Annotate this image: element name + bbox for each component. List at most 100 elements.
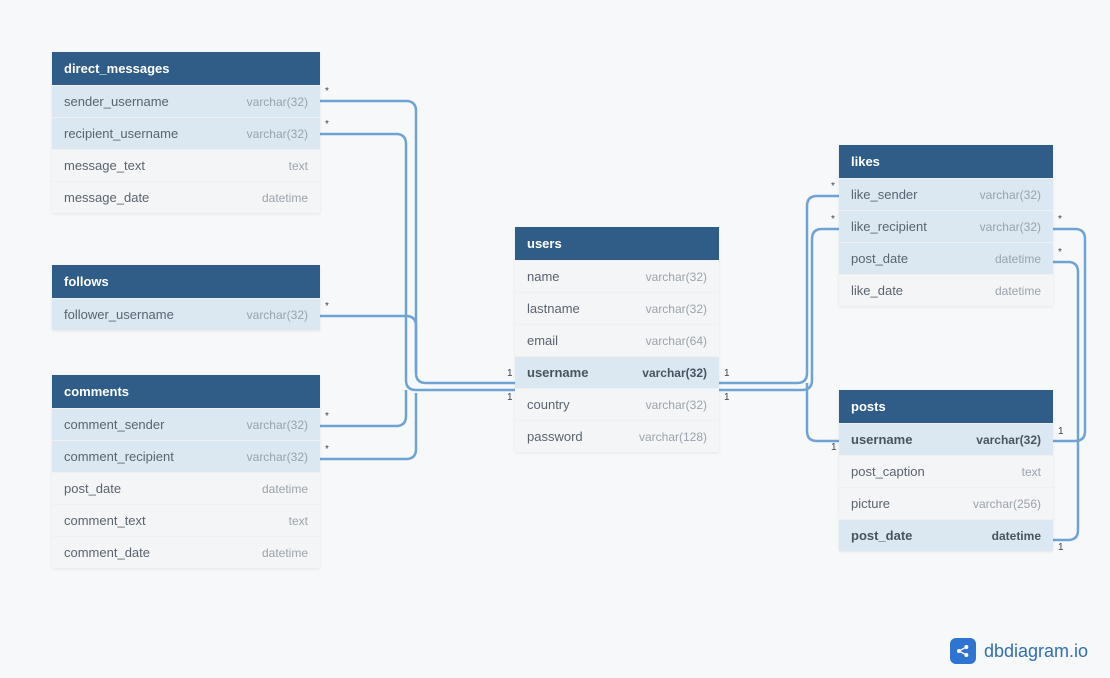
column-name: username <box>527 365 588 380</box>
column-row[interactable]: comment_text text <box>52 504 320 536</box>
column-type: datetime <box>995 252 1041 266</box>
column-row[interactable]: comment_sender varchar(32) <box>52 408 320 440</box>
column-row[interactable]: passwordvarchar(128) <box>515 420 719 452</box>
column-row[interactable]: post_captiontext <box>839 455 1053 487</box>
relationship-edge <box>320 316 416 373</box>
cardinality-label: * <box>1058 247 1062 258</box>
cardinality-label: * <box>831 181 835 192</box>
table-header[interactable]: users <box>515 227 719 260</box>
column-row[interactable]: post_date datetime <box>52 472 320 504</box>
column-row[interactable]: like_recipient varchar(32) <box>839 210 1053 242</box>
column-row[interactable]: recipient_usernamevarchar(32) <box>52 117 320 149</box>
column-row[interactable]: username varchar(32) <box>839 423 1053 455</box>
cardinality-label: * <box>325 119 329 130</box>
column-name: like_recipient <box>851 219 927 234</box>
column-type: varchar(32) <box>646 302 707 316</box>
column-row[interactable]: post_date datetime <box>839 242 1053 274</box>
column-type: datetime <box>992 529 1041 543</box>
column-name: username <box>851 432 912 447</box>
column-type: varchar(32) <box>976 433 1041 447</box>
column-name: follower_username <box>64 307 174 322</box>
column-row[interactable]: email varchar(64) <box>515 324 719 356</box>
relationship-edge <box>1053 262 1078 540</box>
relationship-edge <box>320 101 515 383</box>
column-row[interactable]: message_text text <box>52 149 320 181</box>
table-header[interactable]: direct_messages <box>52 52 320 85</box>
column-type: text <box>289 514 308 528</box>
table-header[interactable]: posts <box>839 390 1053 423</box>
column-type: varchar(32) <box>642 366 707 380</box>
column-row[interactable]: sender_usernamevarchar(32) <box>52 85 320 117</box>
column-name: comment_sender <box>64 417 164 432</box>
table-likes[interactable]: likeslike_sendervarchar(32)like_recipien… <box>839 145 1053 306</box>
column-row[interactable]: namevarchar(32) <box>515 260 719 292</box>
column-row[interactable]: like_date datetime <box>839 274 1053 306</box>
cardinality-label: 1 <box>507 392 513 403</box>
column-name: post_date <box>851 251 908 266</box>
column-name: lastname <box>527 301 580 316</box>
column-name: email <box>527 333 558 348</box>
column-name: sender_username <box>64 94 169 109</box>
column-type: varchar(32) <box>247 450 308 464</box>
table-comments[interactable]: commentscomment_sendervarchar(32)comment… <box>52 375 320 568</box>
share-icon <box>950 638 976 664</box>
cardinality-label: * <box>1058 214 1062 225</box>
column-name: like_date <box>851 283 903 298</box>
relationship-edge <box>719 229 839 390</box>
column-row[interactable]: username varchar(32) <box>515 356 719 388</box>
column-type: varchar(256) <box>973 497 1041 511</box>
column-type: datetime <box>995 284 1041 298</box>
column-row[interactable]: like_sender varchar(32) <box>839 178 1053 210</box>
table-users[interactable]: usersnamevarchar(32) lastname varchar(32) e… <box>515 227 719 452</box>
column-name: comment_recipient <box>64 449 174 464</box>
relationship-edge <box>320 134 515 390</box>
column-row[interactable]: picturevarchar(256) <box>839 487 1053 519</box>
column-name: message_text <box>64 158 145 173</box>
column-type: varchar(32) <box>247 308 308 322</box>
column-type: varchar(32) <box>247 418 308 432</box>
er-diagram-canvas[interactable]: *1*1***1*1*1*1*1 direct_messagessender_u… <box>0 0 1110 678</box>
cardinality-label: * <box>325 86 329 97</box>
column-row[interactable]: post_date datetime <box>839 519 1053 551</box>
column-name: country <box>527 397 570 412</box>
column-row[interactable]: message_datedatetime <box>52 181 320 213</box>
column-name: post_date <box>64 481 121 496</box>
column-name: post_date <box>851 528 912 543</box>
cardinality-label: * <box>325 411 329 422</box>
column-type: datetime <box>262 482 308 496</box>
column-row[interactable]: comment_date datetime <box>52 536 320 568</box>
cardinality-label: * <box>831 214 835 225</box>
table-header[interactable]: likes <box>839 145 1053 178</box>
table-header[interactable]: comments <box>52 375 320 408</box>
column-row[interactable]: comment_recipient varchar(32) <box>52 440 320 472</box>
table-direct_messages[interactable]: direct_messagessender_usernamevarchar(32… <box>52 52 320 213</box>
relationship-edge <box>1053 229 1085 441</box>
cardinality-label: 1 <box>1058 426 1064 437</box>
column-row[interactable]: follower_username varchar(32) <box>52 298 320 330</box>
column-type: varchar(32) <box>646 398 707 412</box>
column-type: datetime <box>262 191 308 205</box>
cardinality-label: * <box>325 301 329 312</box>
column-row[interactable]: country varchar(32) <box>515 388 719 420</box>
table-header[interactable]: follows <box>52 265 320 298</box>
column-type: varchar(32) <box>980 220 1041 234</box>
column-type: varchar(32) <box>247 127 308 141</box>
column-name: comment_text <box>64 513 146 528</box>
column-type: varchar(32) <box>646 270 707 284</box>
column-type: text <box>1022 465 1041 479</box>
column-name: comment_date <box>64 545 150 560</box>
column-name: like_sender <box>851 187 918 202</box>
column-type: varchar(64) <box>646 334 707 348</box>
column-type: varchar(128) <box>639 430 707 444</box>
column-type: datetime <box>262 546 308 560</box>
column-type: varchar(32) <box>980 188 1041 202</box>
column-type: text <box>289 159 308 173</box>
table-follows[interactable]: follows follower_username varchar(32) <box>52 265 320 330</box>
relationship-edge <box>719 196 839 383</box>
cardinality-label: 1 <box>831 442 837 453</box>
watermark-text: dbdiagram.io <box>984 641 1088 662</box>
column-row[interactable]: lastname varchar(32) <box>515 292 719 324</box>
relationship-edge <box>320 393 416 459</box>
cardinality-label: * <box>325 444 329 455</box>
table-posts[interactable]: posts username varchar(32) post_captiontext… <box>839 390 1053 551</box>
